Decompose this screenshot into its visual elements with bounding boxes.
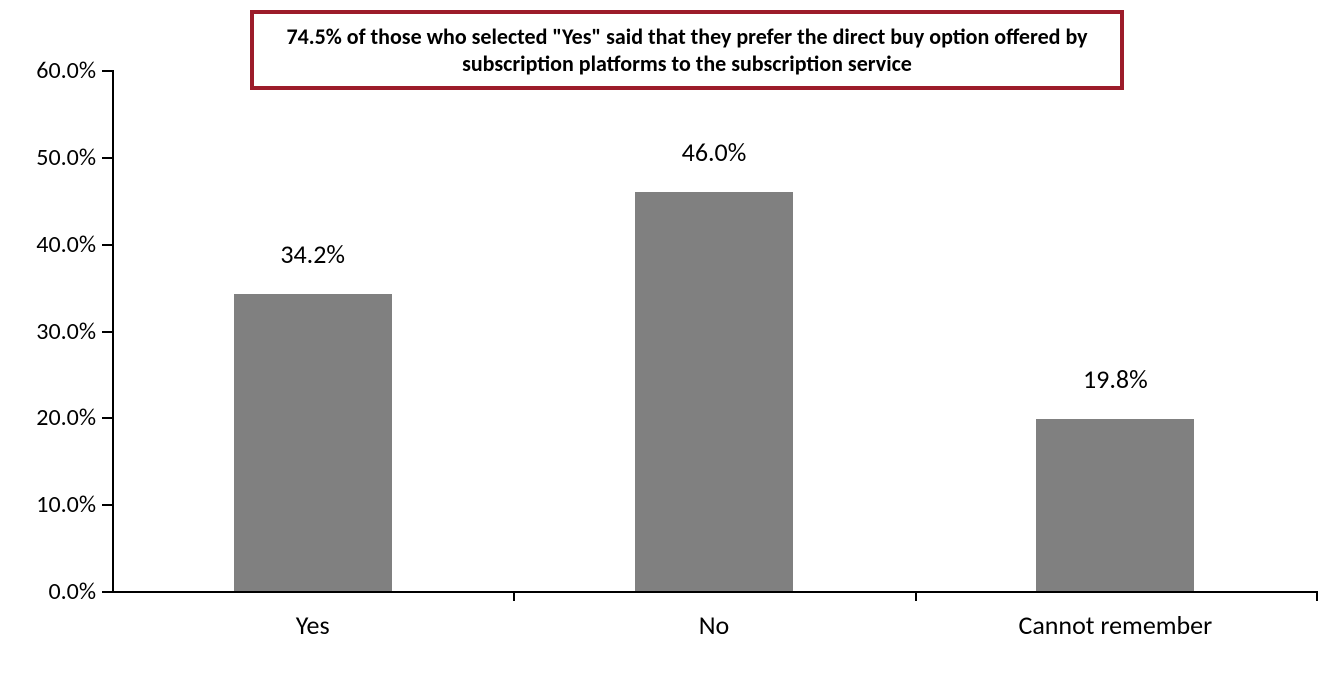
x-tick (1316, 591, 1318, 601)
bar-chart: 0.0% 10.0% 20.0% 30.0% 40.0% 50.0% 60.0% 34.2% Y… (0, 0, 1338, 674)
y-axis-label: 40.0% (6, 230, 96, 259)
x-tick (513, 591, 515, 601)
y-tick (102, 70, 112, 72)
y-tick (102, 417, 112, 419)
y-axis-label: 0.0% (6, 577, 96, 606)
y-tick (102, 504, 112, 506)
y-tick (102, 331, 112, 333)
y-tick (102, 244, 112, 246)
bar (1036, 419, 1194, 591)
y-axis-label: 50.0% (6, 143, 96, 172)
bar (635, 192, 793, 591)
bar-value-label: 46.0% (513, 136, 914, 168)
y-axis-label: 10.0% (6, 490, 96, 519)
callout-box: 74.5% of those who selected "Yes" said t… (250, 10, 1124, 90)
bar-value-label: 34.2% (112, 238, 513, 270)
y-axis-label: 60.0% (6, 56, 96, 85)
y-axis-line (112, 70, 114, 593)
x-axis-line (112, 591, 1318, 593)
y-axis-label: 30.0% (6, 317, 96, 346)
x-tick (915, 591, 917, 601)
x-axis-label: Yes (112, 609, 513, 641)
y-axis-label: 20.0% (6, 403, 96, 432)
x-axis-label: No (513, 609, 914, 641)
y-tick (102, 157, 112, 159)
x-axis-label: Cannot remember (915, 609, 1316, 641)
bar (234, 294, 392, 591)
y-tick (102, 591, 112, 593)
bar-value-label: 19.8% (915, 363, 1316, 395)
